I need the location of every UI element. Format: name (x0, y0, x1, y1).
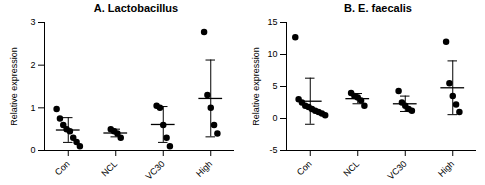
html-text:B. E. faecalis: B. E. faecalis (344, 2, 412, 14)
svg-text:3: 3 (30, 17, 35, 27)
svg-text:-5: -5 (269, 145, 277, 155)
svg-text:Relative expression: Relative expression (9, 47, 19, 126)
svg-text:0: 0 (272, 113, 277, 123)
svg-text:Con: Con (295, 159, 314, 178)
svg-text:VC30: VC30 (386, 159, 409, 182)
svg-text:5: 5 (272, 81, 277, 91)
svg-text:High: High (194, 159, 214, 179)
svg-text:1: 1 (30, 103, 35, 113)
svg-text:2: 2 (30, 60, 35, 70)
html-text:A. Lactobacillus: A. Lactobacillus (93, 2, 179, 14)
svg-text:10: 10 (267, 49, 277, 59)
svg-text:High: High (436, 159, 456, 179)
svg-text:0: 0 (30, 145, 35, 155)
svg-text:NCL: NCL (341, 159, 361, 179)
svg-text:Relative expression: Relative expression (251, 47, 261, 126)
svg-text:NCL: NCL (99, 159, 119, 179)
svg-text:VC30: VC30 (144, 159, 167, 182)
svg-text:Con: Con (53, 159, 72, 178)
svg-text:15: 15 (267, 17, 277, 27)
